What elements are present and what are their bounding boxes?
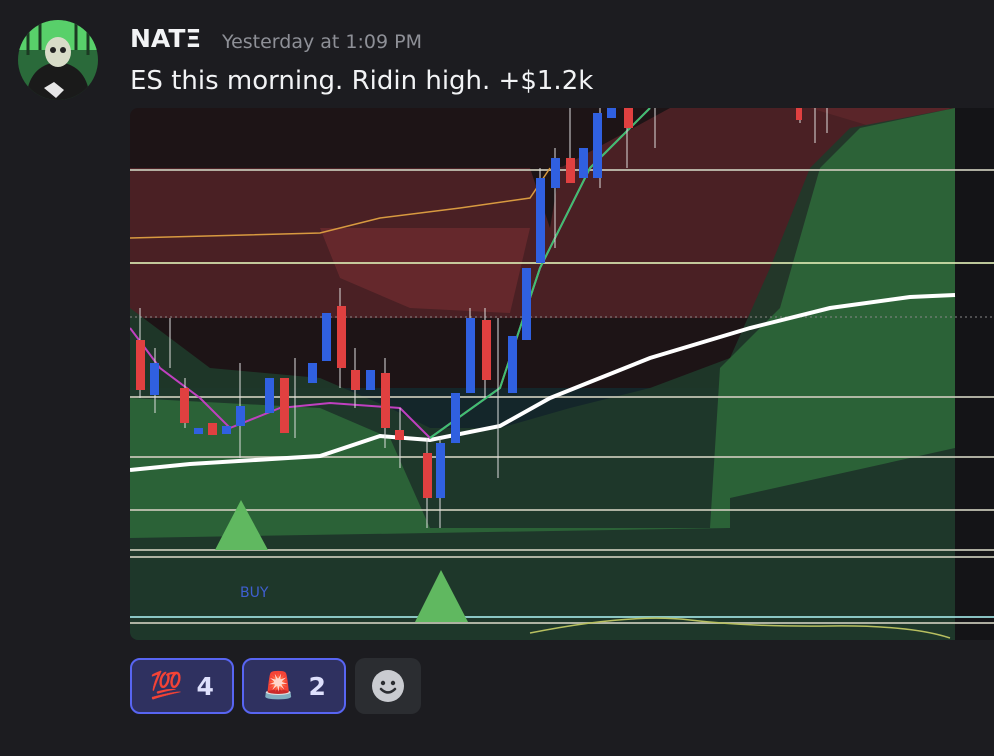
reaction-emoji: 🚨 (262, 671, 295, 701)
reaction-emoji: 💯 (150, 671, 183, 701)
chart-image[interactable]: BUY (130, 108, 994, 640)
reaction-count: 4 (196, 671, 214, 701)
reaction-count: 2 (308, 671, 326, 701)
reaction[interactable]: 💯 4 (130, 658, 234, 714)
buy-label: BUY (240, 585, 269, 601)
avatar[interactable] (18, 20, 98, 100)
add-reaction-button[interactable] (355, 658, 421, 714)
smiley-icon (372, 670, 404, 702)
author[interactable]: NATΞ (130, 24, 202, 53)
message-text: ES this morning. Ridin high. +$1.2k (130, 66, 594, 96)
reaction[interactable]: 🚨 2 (242, 658, 346, 714)
timestamp: Yesterday at 1:09 PM (222, 31, 422, 53)
